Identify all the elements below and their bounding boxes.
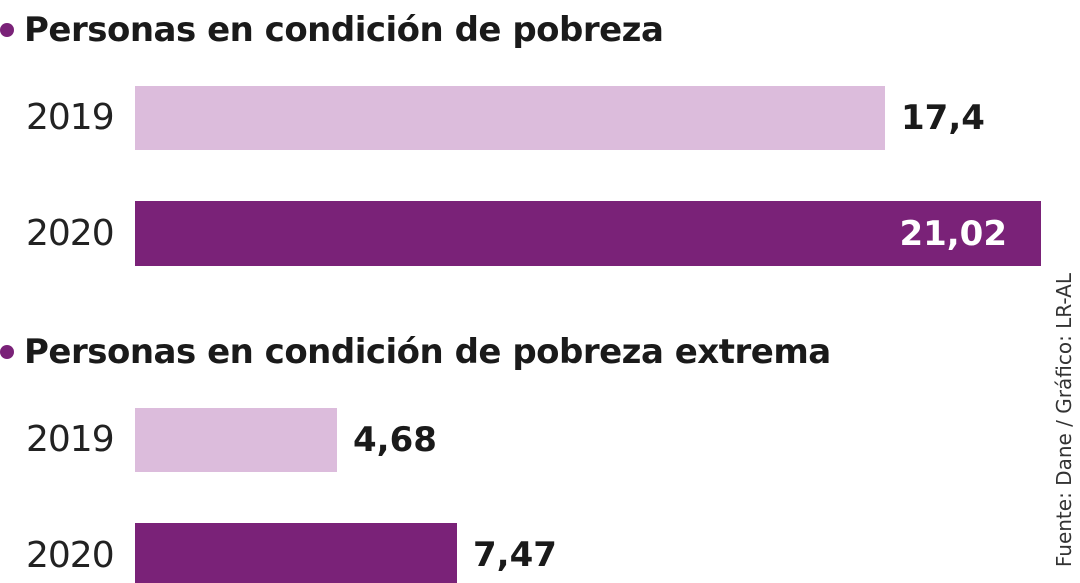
chart-title-pobreza-extrema: Personas en condición de pobreza extrema — [0, 332, 831, 372]
chart-title-text: Personas en condición de pobreza — [24, 10, 664, 50]
source-note: Fuente: Dane / Gráfico: LR-AL — [1052, 272, 1076, 567]
category-label: 2020 — [26, 213, 115, 254]
value-label: 7,47 — [473, 535, 557, 575]
bar-pobreza-2020 — [135, 201, 1041, 266]
bullet-icon — [0, 345, 14, 359]
bar-pobreza-2019 — [135, 86, 885, 150]
bullet-icon — [0, 23, 14, 37]
value-label: 4,68 — [353, 420, 437, 460]
category-label: 2019 — [26, 97, 115, 138]
value-label: 17,4 — [901, 98, 985, 138]
category-label: 2020 — [26, 535, 115, 576]
chart-title-pobreza: Personas en condición de pobreza — [0, 10, 664, 50]
chart-title-text: Personas en condición de pobreza extrema — [24, 332, 831, 372]
category-label: 2019 — [26, 419, 115, 460]
bar-pobreza-extrema-2020 — [135, 523, 457, 583]
bar-pobreza-extrema-2019 — [135, 408, 337, 472]
value-label: 21,02 — [899, 214, 1007, 254]
